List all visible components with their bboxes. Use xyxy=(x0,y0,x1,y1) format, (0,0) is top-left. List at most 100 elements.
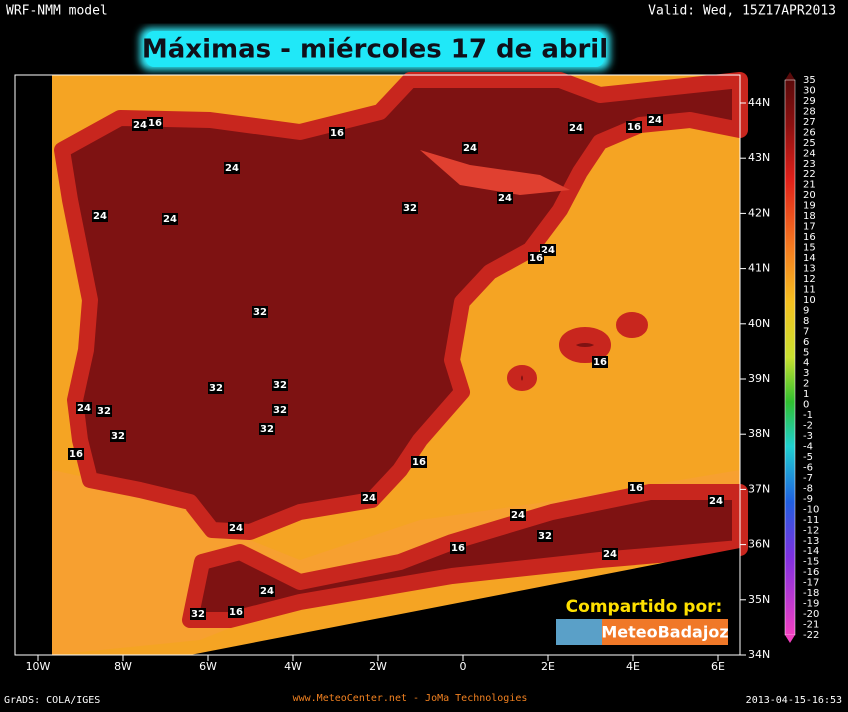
contour-label-box xyxy=(162,213,178,225)
colorbar-label: 26 xyxy=(803,127,816,138)
contour-label-box xyxy=(329,127,345,139)
colorbar-label: 30 xyxy=(803,85,816,96)
footer-center: www.MeteoCenter.net - JoMa Technologies xyxy=(293,693,528,704)
contour-label-box xyxy=(76,402,92,414)
colorbar-label: -14 xyxy=(803,546,819,557)
contour-label-box xyxy=(92,210,108,222)
colorbar-label: 4 xyxy=(803,358,809,369)
colorbar-label: 22 xyxy=(803,169,816,180)
colorbar-label: 1 xyxy=(803,389,809,400)
contour-label: 24 xyxy=(541,245,555,256)
colorbar-label: -5 xyxy=(803,452,813,463)
contour-label-box xyxy=(252,306,268,318)
contour-label: 16 xyxy=(412,457,426,468)
colorbar-label: -10 xyxy=(803,504,819,515)
colorbar-label: 9 xyxy=(803,305,809,316)
colorbar-label: 6 xyxy=(803,337,809,348)
colorbar-label: -2 xyxy=(803,421,813,432)
menorca xyxy=(616,312,648,338)
colorbar-label: 10 xyxy=(803,295,816,306)
colorbar-label: -19 xyxy=(803,599,819,610)
contour-label-box xyxy=(450,542,466,554)
contour-label: 16 xyxy=(627,122,641,133)
colorbar-label: 2 xyxy=(803,379,809,390)
contour-label-box xyxy=(411,456,427,468)
contour-label: 32 xyxy=(273,380,287,391)
colorbar-bottom xyxy=(785,635,795,643)
colorbar-label: -8 xyxy=(803,483,813,494)
lat-label: 34N xyxy=(748,648,770,661)
contour-label: 24 xyxy=(225,163,239,174)
footer-left: GrADS: COLA/IGES xyxy=(4,695,100,706)
contour-label: 16 xyxy=(330,128,344,139)
lon-label: 2W xyxy=(369,660,387,673)
ibiza xyxy=(507,365,537,391)
colorbar-label: 29 xyxy=(803,96,816,107)
valid-label: Valid: Wed, 15Z17APR2013 xyxy=(648,4,836,19)
lat-label: 43N xyxy=(748,151,770,164)
contour-label-box xyxy=(361,492,377,504)
contour-label-box xyxy=(224,162,240,174)
colorbar-label: 14 xyxy=(803,253,816,264)
colorbar-label: -1 xyxy=(803,410,813,421)
contour-label-box xyxy=(708,495,724,507)
colorbar-label: 17 xyxy=(803,222,816,233)
colorbar-label: -6 xyxy=(803,462,813,473)
lon-label: 10W xyxy=(26,660,51,673)
colorbar-label: -15 xyxy=(803,557,819,568)
mallorca xyxy=(559,327,611,363)
colorbar-label: -13 xyxy=(803,536,819,547)
colorbar-label: 5 xyxy=(803,347,809,358)
lon-label: 6E xyxy=(711,660,725,673)
contour-label-box xyxy=(228,522,244,534)
colorbar-label: 21 xyxy=(803,180,816,191)
colorbar-label: 15 xyxy=(803,243,816,254)
contour-label: 24 xyxy=(93,211,107,222)
lon-label: 4E xyxy=(626,660,640,673)
contour-label: 32 xyxy=(191,609,205,620)
contour-label-box xyxy=(68,448,84,460)
contour-label: 32 xyxy=(403,203,417,214)
contour-label-box xyxy=(96,405,112,417)
share-caption: Compartido por: xyxy=(566,597,723,617)
colorbar-label: -7 xyxy=(803,473,813,484)
contour-label: 16 xyxy=(69,449,83,460)
contour-label-box xyxy=(592,356,608,368)
contour-label: 16 xyxy=(229,607,243,618)
contour-label: 24 xyxy=(77,403,91,414)
colorbar-label: 23 xyxy=(803,159,816,170)
lon-label: 2E xyxy=(541,660,555,673)
contour-label: 24 xyxy=(569,123,583,134)
contour-label-box xyxy=(190,608,206,620)
colorbar-label: 7 xyxy=(803,326,809,337)
iberia xyxy=(54,72,748,540)
colorbar-label: 24 xyxy=(803,148,816,159)
lon-label: 0 xyxy=(460,660,467,673)
lat-label: 41N xyxy=(748,262,770,275)
contour-label: 32 xyxy=(209,383,223,394)
colorbar-label: -20 xyxy=(803,609,819,620)
contour-label-box xyxy=(462,142,478,154)
contour-label-box xyxy=(259,423,275,435)
contour-label-box xyxy=(510,509,526,521)
model-label: WRF-NMM model xyxy=(6,4,108,19)
lon-label: 8W xyxy=(114,660,132,673)
map-area xyxy=(14,72,748,656)
contour-label: 24 xyxy=(260,586,274,597)
contour-label: 24 xyxy=(603,549,617,560)
contour-label: 32 xyxy=(253,307,267,318)
lat-label: 39N xyxy=(748,372,770,385)
lat-label: 38N xyxy=(748,427,770,440)
pyrenees xyxy=(420,150,570,195)
contour-label-box xyxy=(147,117,163,129)
colorbar-label: 3 xyxy=(803,368,809,379)
colorbar-label: -11 xyxy=(803,515,819,526)
lat-label: 37N xyxy=(748,482,770,495)
contour-label-box xyxy=(537,530,553,542)
colorbar-label: -21 xyxy=(803,620,819,631)
colorbar-label: 18 xyxy=(803,211,816,222)
title-box xyxy=(146,31,604,67)
contour-label: 24 xyxy=(648,115,662,126)
colorbar-label: -16 xyxy=(803,567,819,578)
colorbar-label: 16 xyxy=(803,232,816,243)
